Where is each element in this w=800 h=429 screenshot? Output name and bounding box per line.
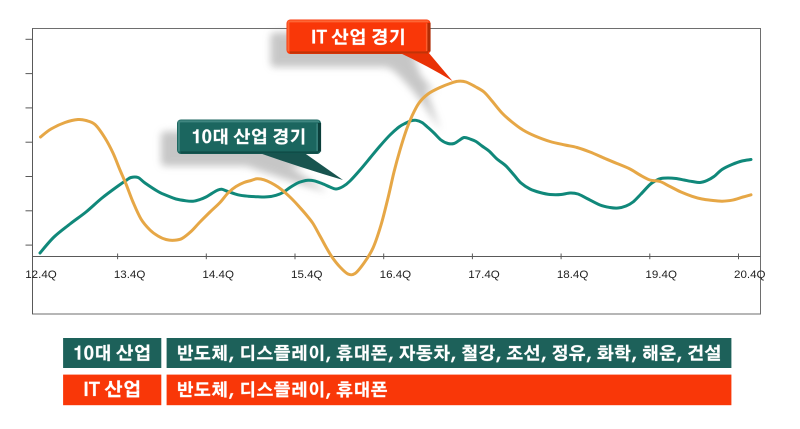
svg-text:14.4Q: 14.4Q — [202, 269, 234, 281]
svg-text:16.4Q: 16.4Q — [380, 269, 412, 281]
svg-text:18.4Q: 18.4Q — [557, 269, 589, 281]
svg-text:17.4Q: 17.4Q — [468, 269, 500, 281]
svg-text:19.4Q: 19.4Q — [645, 269, 677, 281]
svg-text:12.4Q: 12.4Q — [25, 269, 57, 281]
svg-text:20.4Q: 20.4Q — [734, 269, 766, 281]
svg-text:13.4Q: 13.4Q — [114, 269, 146, 281]
svg-text:15.4Q: 15.4Q — [291, 269, 323, 281]
